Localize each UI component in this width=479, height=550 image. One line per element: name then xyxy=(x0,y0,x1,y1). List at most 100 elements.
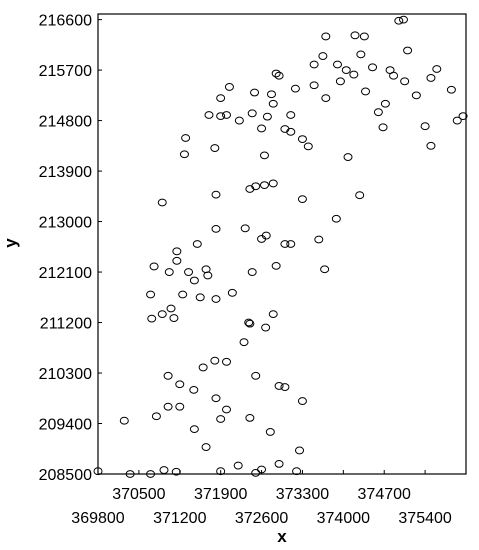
data-point xyxy=(227,288,237,297)
data-point xyxy=(251,371,261,380)
data-point xyxy=(166,304,176,313)
y-tick-label: 209400 xyxy=(39,417,92,434)
data-point xyxy=(286,111,296,119)
data-point xyxy=(222,405,232,414)
data-point xyxy=(259,181,269,189)
data-point xyxy=(350,31,360,40)
data-point xyxy=(257,465,267,474)
data-point xyxy=(192,240,202,248)
data-point xyxy=(157,198,167,207)
data-point xyxy=(125,470,135,478)
plot-frame xyxy=(97,13,467,475)
y-tick-label: 216600 xyxy=(39,13,92,30)
data-point xyxy=(274,71,284,80)
data-points xyxy=(93,15,468,478)
data-point xyxy=(321,94,331,103)
data-point xyxy=(452,116,462,125)
y-axis: 208500 209400 210300 211200 212100 213000 2139… xyxy=(39,13,102,484)
data-point xyxy=(321,32,331,41)
data-point xyxy=(356,50,366,59)
data-point xyxy=(400,77,410,86)
data-point xyxy=(290,84,300,93)
data-point xyxy=(314,235,324,244)
data-point xyxy=(245,319,255,328)
data-point xyxy=(320,265,330,274)
data-point xyxy=(268,99,278,108)
data-point xyxy=(378,123,388,132)
x-tick-label: 371200 xyxy=(153,510,206,527)
data-point xyxy=(172,247,182,256)
data-point xyxy=(216,467,226,476)
data-point xyxy=(309,81,319,90)
x-tick-label: 375400 xyxy=(398,510,451,527)
data-point xyxy=(119,416,129,425)
data-point xyxy=(268,179,278,188)
x-axis-label: x xyxy=(277,527,287,546)
data-point xyxy=(389,71,399,80)
data-point xyxy=(157,310,167,319)
data-point xyxy=(234,116,244,125)
data-point xyxy=(163,402,173,411)
data-point xyxy=(266,90,276,99)
data-point xyxy=(210,144,220,152)
data-point xyxy=(268,310,278,319)
y-tick-label: 212100 xyxy=(39,265,92,282)
data-point xyxy=(261,323,271,332)
data-point xyxy=(359,32,369,41)
data-point xyxy=(271,69,281,78)
data-point xyxy=(286,240,296,248)
data-point xyxy=(373,108,383,117)
data-point xyxy=(394,16,404,25)
data-point xyxy=(211,295,221,303)
data-point xyxy=(349,70,359,79)
data-point xyxy=(149,262,159,271)
data-point xyxy=(93,467,103,476)
data-point xyxy=(251,468,261,477)
x-tick-label: 370500 xyxy=(112,486,165,503)
y-tick-label: 213000 xyxy=(39,215,92,232)
y-tick-label: 214800 xyxy=(39,114,92,131)
data-point xyxy=(420,122,430,131)
data-point xyxy=(172,256,182,265)
y-tick-label: 208500 xyxy=(39,467,92,484)
data-point xyxy=(224,83,234,91)
data-point xyxy=(280,383,290,391)
data-point xyxy=(146,470,156,478)
data-point xyxy=(175,380,185,389)
data-point xyxy=(286,127,296,136)
data-point xyxy=(195,293,205,302)
data-point xyxy=(295,446,305,455)
data-point xyxy=(355,191,365,200)
data-point xyxy=(361,87,371,96)
data-point xyxy=(211,190,221,199)
data-point xyxy=(159,466,169,474)
data-point xyxy=(189,385,199,394)
data-point xyxy=(250,88,260,97)
data-point xyxy=(432,65,442,73)
data-point xyxy=(335,77,345,86)
data-point xyxy=(179,150,189,159)
data-point xyxy=(257,124,267,133)
data-point xyxy=(446,85,456,94)
data-point xyxy=(169,314,179,322)
data-point xyxy=(297,397,307,405)
data-point xyxy=(210,356,220,365)
data-point xyxy=(245,414,255,422)
data-point xyxy=(181,134,191,142)
data-point xyxy=(222,357,232,366)
data-point xyxy=(216,94,226,103)
data-point xyxy=(262,112,272,121)
data-point xyxy=(426,74,436,82)
data-point xyxy=(297,195,307,204)
data-point xyxy=(261,231,271,240)
data-point xyxy=(211,224,221,233)
y-tick-label: 213900 xyxy=(39,164,92,181)
data-point xyxy=(458,112,468,120)
data-point xyxy=(164,268,174,276)
x-tick-label: 372600 xyxy=(235,510,288,527)
data-point xyxy=(211,394,221,403)
data-point xyxy=(184,268,194,276)
data-point xyxy=(146,290,156,299)
data-point xyxy=(426,141,436,150)
data-point xyxy=(222,111,232,119)
